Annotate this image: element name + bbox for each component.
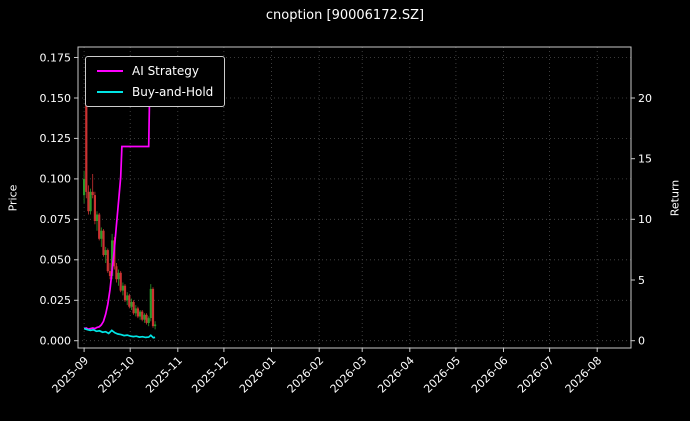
- x-tick-label: 2025-09: [50, 354, 92, 396]
- candle-body: [134, 308, 137, 314]
- candle-body: [119, 272, 122, 291]
- candle-body: [121, 285, 124, 291]
- candle-body: [106, 250, 109, 272]
- candle-body: [91, 191, 94, 195]
- candle-body: [85, 98, 88, 192]
- x-tick-label: 2026-06: [469, 354, 511, 396]
- left-tick-label: 0.075: [40, 213, 72, 226]
- candle-body: [83, 178, 86, 196]
- x-tick-label: 2026-02: [285, 354, 327, 396]
- candle-body: [115, 266, 118, 280]
- legend-label-buy-and-hold: Buy-and-Hold: [132, 85, 214, 99]
- left-tick-label: 0.050: [40, 254, 72, 267]
- candle-body: [123, 285, 127, 301]
- right-tick-label: 0: [638, 335, 645, 348]
- candle-body: [93, 195, 96, 221]
- candle-body: [136, 308, 139, 317]
- candle-body: [151, 288, 155, 327]
- plot-border: [77, 46, 632, 349]
- candle-body: [95, 214, 99, 221]
- candle-body: [108, 271, 112, 276]
- x-tick-label: 2026-08: [563, 354, 605, 396]
- candle-body: [141, 311, 144, 320]
- candle-body: [149, 288, 152, 318]
- left-tick-label: 0.150: [40, 92, 72, 105]
- candle-body: [100, 230, 103, 239]
- x-tick-label: 2025-10: [96, 354, 138, 396]
- candle-body: [145, 314, 148, 323]
- candle-body: [143, 314, 146, 320]
- x-tick-label: 2026-05: [421, 354, 463, 396]
- candle-body: [98, 214, 101, 239]
- right-tick-label: 15: [638, 153, 652, 166]
- candle-body: [130, 301, 133, 307]
- candle-body: [139, 311, 142, 317]
- x-tick-label: 2026-03: [328, 354, 370, 396]
- candle-body: [132, 301, 135, 314]
- x-tick-label: 2026-01: [237, 354, 279, 396]
- chart-title: cnoption [90006172.SZ]: [265, 8, 425, 23]
- series-line-buy-and-hold: [83, 327, 156, 339]
- legend: AI Strategy Buy-and-Hold: [85, 56, 226, 107]
- x-tick-label: 2026-04: [375, 354, 417, 396]
- candle-body: [104, 250, 107, 255]
- series-line-ai-strategy: [83, 93, 154, 331]
- left-tick-label: 0.100: [40, 173, 72, 186]
- x-tick-label: 2026-07: [515, 354, 557, 396]
- candle-body: [102, 230, 105, 255]
- candle-body: [154, 324, 157, 327]
- right-tick-label: 20: [638, 92, 652, 105]
- buy-and-hold-line-swatch: [97, 91, 123, 93]
- right-tick-label: 10: [638, 213, 652, 226]
- left-tick-label: 0.125: [40, 132, 72, 145]
- candle-body: [147, 318, 150, 323]
- candle-body: [117, 272, 120, 280]
- legend-label-ai-strategy: AI Strategy: [132, 64, 199, 78]
- legend-item-buy-and-hold: Buy-and-Hold: [97, 85, 213, 99]
- candle-body: [89, 191, 92, 212]
- ai-strategy-line-swatch: [97, 70, 123, 72]
- left-tick-label: 0.025: [40, 294, 72, 307]
- x-tick-label: 2025-12: [189, 354, 231, 396]
- left-tick-label: 0.000: [40, 335, 72, 348]
- left-tick-label: 0.175: [40, 51, 72, 64]
- legend-item-ai-strategy: AI Strategy: [97, 64, 213, 78]
- candle-body: [111, 240, 114, 276]
- candle-body: [126, 295, 129, 301]
- x-tick-label: 2025-11: [143, 354, 185, 396]
- candle-body: [128, 295, 131, 307]
- candle-body: [87, 191, 90, 212]
- right-tick-label: 5: [638, 274, 645, 287]
